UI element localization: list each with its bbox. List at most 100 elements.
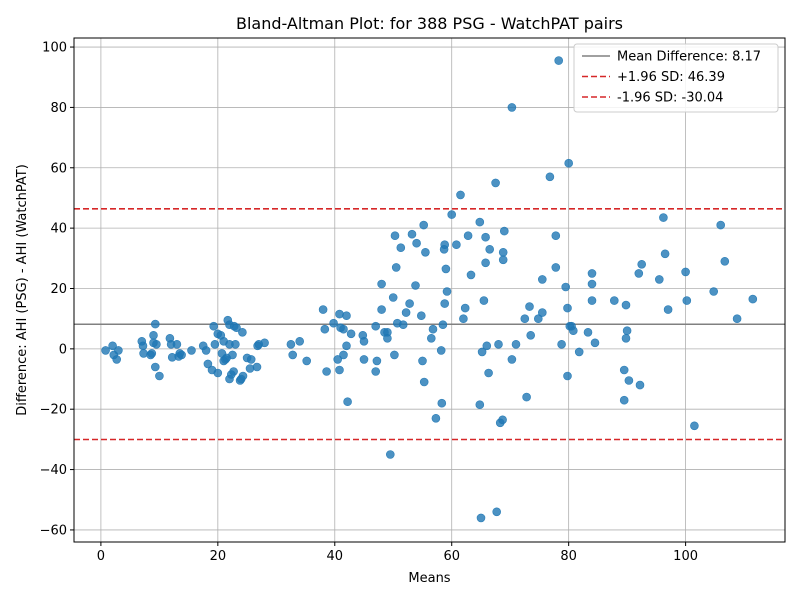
data-point bbox=[147, 349, 157, 358]
data-point bbox=[388, 293, 398, 302]
data-point bbox=[520, 314, 530, 324]
data-point bbox=[481, 258, 490, 268]
data-point bbox=[342, 311, 351, 321]
data-point bbox=[108, 341, 117, 351]
y-tick-label: 0 bbox=[59, 342, 67, 357]
data-point bbox=[252, 362, 262, 372]
data-point bbox=[441, 264, 451, 274]
data-point bbox=[335, 309, 344, 319]
data-point bbox=[554, 56, 564, 65]
data-point bbox=[545, 172, 555, 182]
data-point bbox=[412, 238, 421, 248]
data-point bbox=[492, 507, 502, 517]
x-tick-label: 80 bbox=[560, 549, 577, 564]
data-point bbox=[479, 296, 489, 305]
data-point bbox=[421, 248, 430, 257]
data-point bbox=[659, 213, 668, 222]
grid bbox=[74, 38, 785, 542]
data-point bbox=[209, 321, 218, 331]
data-point bbox=[359, 336, 369, 346]
data-point bbox=[407, 229, 417, 239]
data-point bbox=[391, 263, 401, 272]
data-point bbox=[466, 270, 476, 280]
data-point bbox=[477, 347, 487, 357]
data-point bbox=[624, 376, 634, 385]
legend-box bbox=[573, 43, 779, 113]
legend-label: +1.96 SD: 46.39 bbox=[617, 70, 725, 85]
data-point bbox=[494, 339, 503, 349]
data-point bbox=[482, 341, 492, 351]
data-point bbox=[149, 330, 158, 340]
data-point bbox=[498, 255, 508, 265]
data-point bbox=[339, 324, 348, 334]
data-point bbox=[428, 324, 438, 334]
data-point bbox=[619, 365, 629, 375]
data-point bbox=[396, 243, 406, 252]
data-point bbox=[418, 356, 427, 366]
data-point bbox=[322, 367, 331, 376]
data-point bbox=[452, 240, 461, 249]
data-point bbox=[484, 368, 493, 378]
data-point bbox=[447, 210, 457, 219]
data-point bbox=[609, 296, 619, 305]
data-point bbox=[563, 371, 572, 381]
y-tick-label: −40 bbox=[40, 463, 67, 478]
data-point bbox=[485, 245, 495, 254]
data-point bbox=[419, 377, 429, 387]
data-point bbox=[491, 178, 500, 188]
data-point bbox=[621, 300, 631, 310]
data-point bbox=[155, 371, 164, 381]
data-point bbox=[533, 314, 543, 324]
data-point bbox=[426, 333, 436, 343]
data-point bbox=[525, 302, 534, 311]
data-point bbox=[590, 338, 600, 348]
data-point bbox=[681, 267, 690, 277]
data-point bbox=[210, 339, 220, 349]
x-tick-label: 0 bbox=[97, 549, 105, 564]
data-point bbox=[551, 263, 561, 272]
data-point bbox=[475, 400, 485, 410]
reference-lines bbox=[74, 208, 785, 441]
y-tick-label: 100 bbox=[42, 41, 67, 56]
data-point bbox=[438, 320, 448, 330]
data-point bbox=[318, 305, 328, 314]
y-tick-label: 40 bbox=[50, 222, 67, 237]
data-point bbox=[177, 350, 186, 360]
data-point bbox=[203, 359, 213, 369]
data-point bbox=[619, 395, 629, 405]
y-axis-label: Difference: AHI (PSG) - AHI (WatchPAT) bbox=[15, 164, 30, 416]
data-point bbox=[709, 287, 719, 296]
data-point bbox=[690, 421, 699, 431]
data-point bbox=[416, 311, 426, 321]
data-point bbox=[561, 282, 571, 292]
data-point bbox=[442, 287, 452, 296]
data-point bbox=[101, 346, 110, 355]
data-point bbox=[583, 327, 593, 337]
data-point bbox=[371, 321, 381, 331]
data-point bbox=[635, 380, 645, 390]
data-point bbox=[587, 279, 597, 289]
data-point bbox=[431, 413, 441, 423]
data-point bbox=[574, 347, 584, 357]
data-point bbox=[634, 269, 644, 278]
data-point bbox=[245, 364, 255, 373]
x-tick-label: 40 bbox=[327, 549, 344, 564]
data-point bbox=[563, 303, 572, 313]
data-point bbox=[440, 299, 450, 308]
data-point bbox=[231, 339, 240, 349]
data-point bbox=[621, 333, 631, 343]
y-tick-label: −20 bbox=[40, 403, 67, 418]
x-tick-label: 100 bbox=[673, 549, 698, 564]
data-point bbox=[346, 329, 356, 339]
data-point bbox=[682, 296, 692, 305]
data-point bbox=[564, 158, 574, 168]
data-point bbox=[622, 326, 632, 336]
data-point bbox=[551, 231, 561, 240]
data-point bbox=[663, 305, 673, 314]
data-point bbox=[151, 362, 160, 372]
data-point bbox=[732, 314, 742, 324]
data-point bbox=[437, 398, 447, 408]
data-point bbox=[390, 350, 399, 360]
data-point bbox=[507, 355, 517, 364]
